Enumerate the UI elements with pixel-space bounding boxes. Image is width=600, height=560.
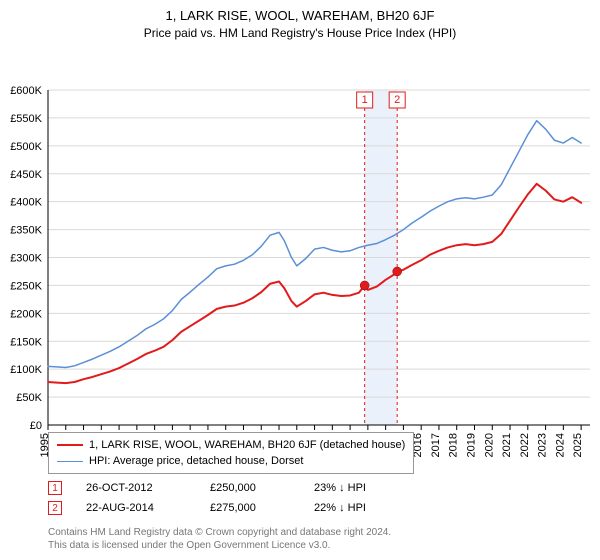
y-tick-label: £550K xyxy=(10,113,42,125)
sale-hpi-delta: 23% ↓ HPI xyxy=(314,482,366,494)
y-tick-label: £200K xyxy=(10,308,42,320)
series-property xyxy=(48,184,581,383)
sale-callout-text: 1 xyxy=(362,94,368,106)
sale-row: 1 26-OCT-2012 £250,000 23% ↓ HPI xyxy=(48,478,366,498)
y-tick-label: £100K xyxy=(10,364,42,376)
y-tick-label: £150K xyxy=(10,336,42,348)
x-tick-label: 2018 xyxy=(448,433,460,457)
x-tick-label: 2022 xyxy=(519,433,531,457)
sale-date: 22-AUG-2014 xyxy=(86,502,186,514)
attribution: Contains HM Land Registry data © Crown c… xyxy=(48,526,391,552)
x-tick-label: 2023 xyxy=(537,433,549,457)
x-tick-label: 2019 xyxy=(465,433,477,457)
attribution-line: This data is licensed under the Open Gov… xyxy=(48,539,391,552)
sale-marker-box: 1 xyxy=(48,481,62,495)
x-tick-label: 2021 xyxy=(501,433,513,457)
sale-point xyxy=(360,281,369,290)
y-tick-label: £350K xyxy=(10,225,42,237)
sale-point xyxy=(393,267,402,276)
y-tick-label: £450K xyxy=(10,169,42,181)
series-hpi xyxy=(48,121,581,368)
sale-callout-text: 2 xyxy=(394,94,400,106)
x-tick-label: 2025 xyxy=(572,433,584,457)
legend-row: 1, LARK RISE, WOOL, WAREHAM, BH20 6JF (d… xyxy=(57,437,405,453)
legend-label: HPI: Average price, detached house, Dors… xyxy=(89,453,303,469)
x-tick-label: 2017 xyxy=(430,433,442,457)
sale-price: £275,000 xyxy=(210,502,290,514)
y-tick-label: £400K xyxy=(10,197,42,209)
legend-swatch xyxy=(57,444,83,446)
y-tick-label: £50K xyxy=(16,392,42,404)
chart-svg: £0 £50K £100K £150K £200K £250K £300K £350K £400… xyxy=(0,40,600,470)
y-tick-label: £300K xyxy=(10,253,42,265)
sale-marker-box: 2 xyxy=(48,501,62,515)
chart-title: 1, LARK RISE, WOOL, WAREHAM, BH20 6JF xyxy=(0,8,600,23)
sale-date: 26-OCT-2012 xyxy=(86,482,186,494)
titles: 1, LARK RISE, WOOL, WAREHAM, BH20 6JF Pr… xyxy=(0,0,600,40)
y-tick-label: £500K xyxy=(10,141,42,153)
attribution-line: Contains HM Land Registry data © Crown c… xyxy=(48,526,391,539)
legend-row: HPI: Average price, detached house, Dors… xyxy=(57,453,405,469)
chart-subtitle: Price paid vs. HM Land Registry's House … xyxy=(0,26,600,40)
y-tick-label: £600K xyxy=(10,85,42,97)
legend-box: 1, LARK RISE, WOOL, WAREHAM, BH20 6JF (d… xyxy=(48,432,414,474)
legend-swatch xyxy=(57,461,83,462)
x-tick-label: 2020 xyxy=(483,433,495,457)
sales-table: 1 26-OCT-2012 £250,000 23% ↓ HPI 2 22-AUG-201… xyxy=(48,478,366,518)
x-tick-label: 2024 xyxy=(554,433,566,457)
legend-label: 1, LARK RISE, WOOL, WAREHAM, BH20 6JF (d… xyxy=(89,437,405,453)
sale-hpi-delta: 22% ↓ HPI xyxy=(314,502,366,514)
y-tick-label: £0 xyxy=(30,420,42,432)
sale-row: 2 22-AUG-2014 £275,000 22% ↓ HPI xyxy=(48,498,366,518)
sale-price: £250,000 xyxy=(210,482,290,494)
y-tick-label: £250K xyxy=(10,280,42,292)
page-root: 1, LARK RISE, WOOL, WAREHAM, BH20 6JF Pr… xyxy=(0,0,600,560)
